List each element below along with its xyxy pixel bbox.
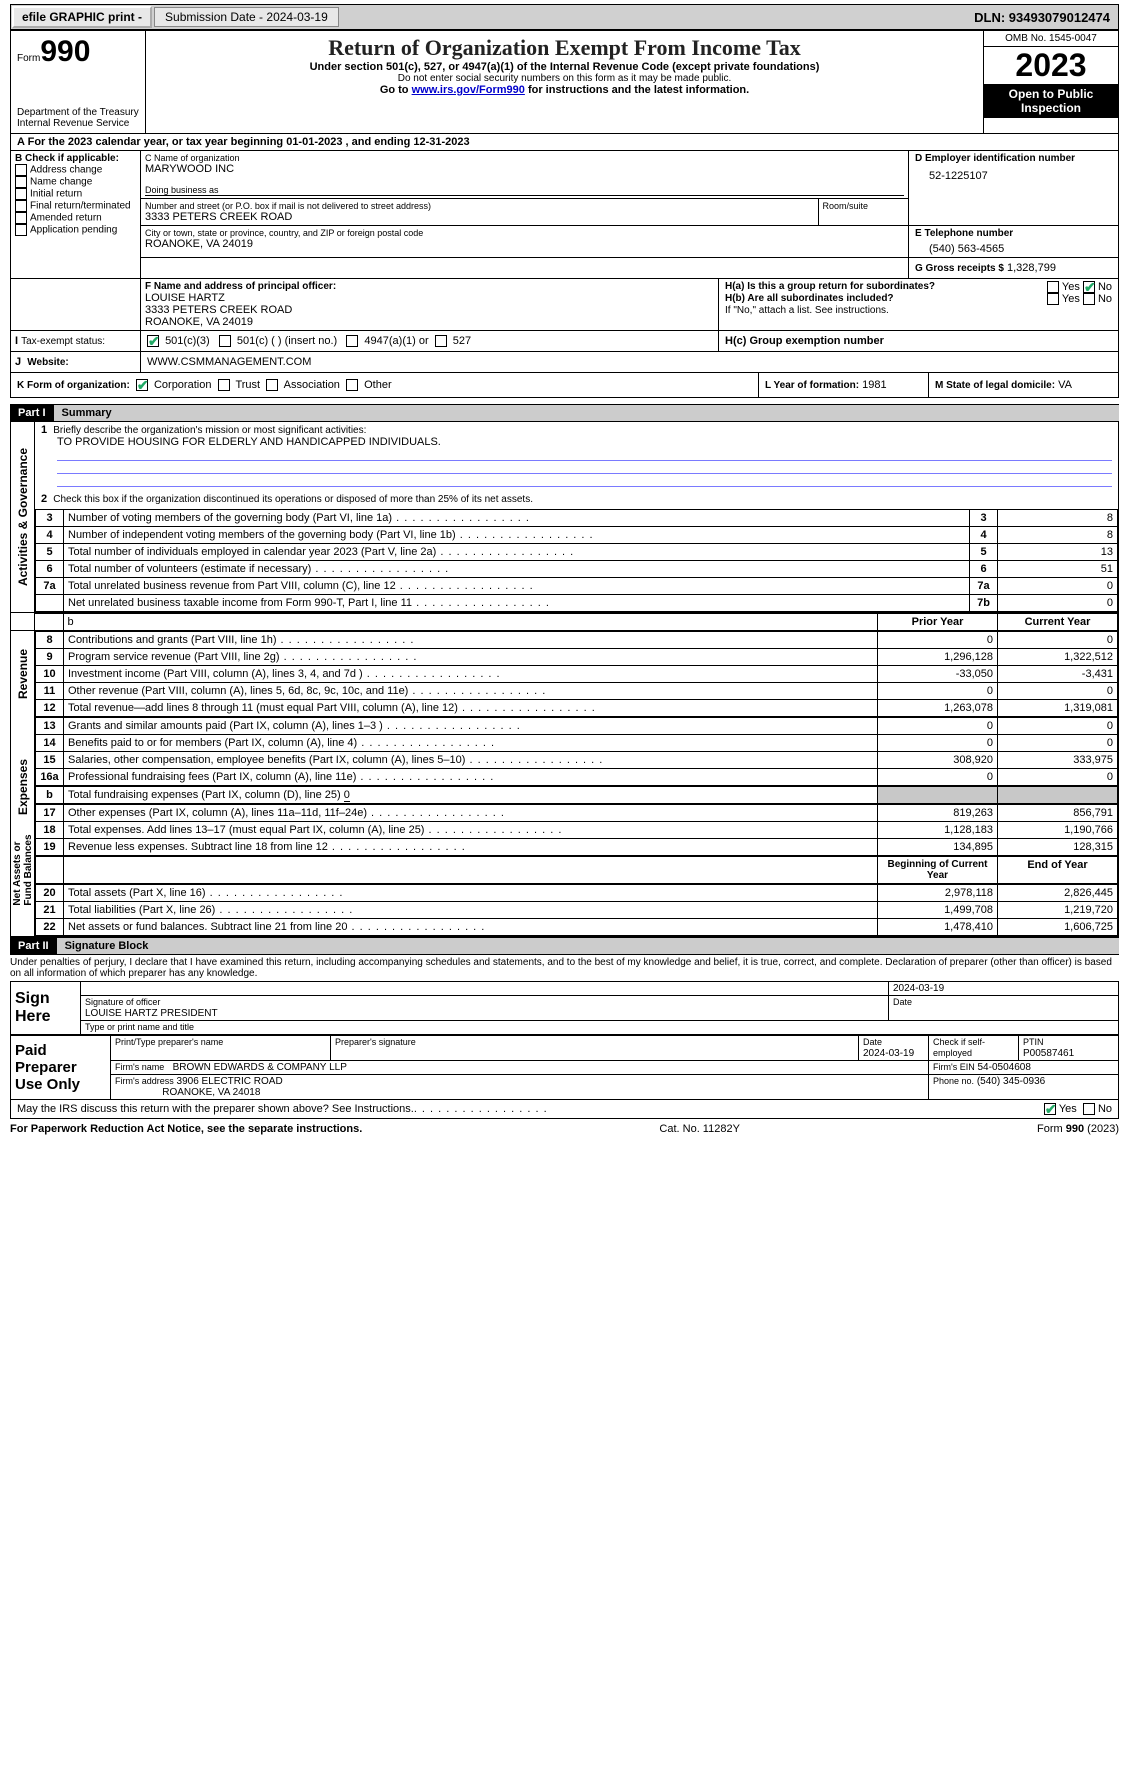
ck-other[interactable]	[346, 379, 358, 391]
ein-label: D Employer identification number	[915, 153, 1112, 164]
ssn-note: Do not enter social security numbers on …	[152, 73, 977, 84]
room-label: Room/suite	[823, 201, 905, 211]
ck-assoc[interactable]	[266, 379, 278, 391]
ck-501c[interactable]	[219, 335, 231, 347]
ein: 52-1225107	[915, 164, 1112, 182]
hc-label: H(c) Group exemption number	[725, 335, 884, 347]
ck-hb-no[interactable]	[1083, 293, 1095, 305]
sign-here: Sign Here	[11, 982, 81, 1035]
efile-print-button[interactable]: efile GRAPHIC print -	[12, 6, 152, 28]
ck-hb-yes[interactable]	[1047, 293, 1059, 305]
irs-link[interactable]: www.irs.gov/Form990	[412, 84, 525, 96]
org-name: MARYWOOD INC	[145, 163, 904, 175]
city-label: City or town, state or province, country…	[145, 228, 904, 238]
top-toolbar: efile GRAPHIC print - Submission Date - …	[10, 4, 1119, 30]
dept-treasury: Department of the Treasury Internal Reve…	[17, 107, 139, 129]
ck-ha-yes[interactable]	[1047, 281, 1059, 293]
firm-phone: (540) 345-0936	[977, 1076, 1045, 1087]
city-state-zip: ROANOKE, VA 24019	[145, 238, 904, 250]
part1-header: Part I Summary	[10, 404, 1119, 422]
form-number: 990	[40, 35, 90, 68]
gross-label: G Gross receipts $	[915, 263, 1004, 274]
form-title: Return of Organization Exempt From Incom…	[152, 35, 977, 61]
open-inspection: Open to Public Inspection	[984, 84, 1118, 118]
tax-year: 2023	[984, 47, 1118, 84]
ck-discuss-yes[interactable]	[1044, 1103, 1056, 1115]
mission-label: Briefly describe the organization's miss…	[53, 425, 366, 436]
dba-label: Doing business as	[145, 185, 904, 196]
submission-date: Submission Date - 2024-03-19	[154, 7, 339, 27]
goto-note: Go to www.irs.gov/Form990 for instructio…	[152, 84, 977, 96]
ck-initial[interactable]	[15, 188, 27, 200]
officer-group-info: F Name and address of principal officer:…	[10, 279, 1119, 331]
part2-header: Part II Signature Block	[10, 937, 1119, 955]
street-address: 3333 PETERS CREEK ROAD	[145, 211, 814, 223]
sign-block: Sign Here 2024-03-19 Signature of office…	[10, 981, 1119, 1035]
k-label: K Form of organization:	[17, 380, 130, 391]
ck-501c3[interactable]	[147, 335, 159, 347]
firm-name: BROWN EDWARDS & COMPANY LLP	[173, 1062, 347, 1073]
begin-year-hdr: Beginning of Current Year	[878, 857, 998, 884]
mission-text: TO PROVIDE HOUSING FOR ELDERLY AND HANDI…	[41, 436, 441, 448]
paid-here: Paid Preparer Use Only	[11, 1036, 111, 1100]
footer: For Paperwork Reduction Act Notice, see …	[10, 1119, 1119, 1135]
ptin: P00587461	[1023, 1048, 1074, 1059]
ck-527[interactable]	[435, 335, 447, 347]
discuss-label: May the IRS discuss this return with the…	[17, 1103, 414, 1115]
ck-amended[interactable]	[15, 212, 27, 224]
line2: Check this box if the organization disco…	[53, 494, 533, 505]
addr-label: Number and street (or P.O. box if mail i…	[145, 201, 814, 211]
sign-date: 2024-03-19	[889, 982, 1119, 996]
phone: (540) 563-4565	[915, 239, 1112, 255]
side-revenue: Revenue	[11, 631, 35, 717]
officer-addr1: 3333 PETERS CREEK ROAD	[145, 304, 714, 316]
gross-receipts: 1,328,799	[1007, 262, 1056, 274]
tax-year-line: A For the 2023 calendar year, or tax yea…	[10, 134, 1119, 151]
officer-sig-name: LOUISE HARTZ PRESIDENT	[85, 1008, 218, 1019]
omb: OMB No. 1545-0047	[984, 31, 1118, 47]
end-year-hdr: End of Year	[998, 857, 1118, 884]
form-label: Form	[17, 53, 40, 64]
ck-pending[interactable]	[15, 224, 27, 236]
side-net: Net Assets or Fund Balances	[11, 856, 35, 884]
hb-note: If "No," attach a list. See instructions…	[725, 305, 1112, 316]
c-name-label: C Name of organization	[145, 153, 904, 163]
phone-label: E Telephone number	[915, 228, 1112, 239]
f-label: F Name and address of principal officer:	[145, 281, 714, 292]
paid-preparer: Paid Preparer Use Only Print/Type prepar…	[10, 1035, 1119, 1100]
ck-name[interactable]	[15, 176, 27, 188]
box-b-label: B Check if applicable:	[15, 153, 136, 164]
hb-label: H(b) Are all subordinates included?	[725, 293, 894, 304]
l-label: L Year of formation:	[765, 380, 859, 391]
ck-address[interactable]	[15, 164, 27, 176]
form-subtitle: Under section 501(c), 527, or 4947(a)(1)…	[152, 61, 977, 73]
website-label: Website:	[27, 357, 69, 368]
firm-ein: 54-0504608	[978, 1062, 1031, 1073]
state-domicile: VA	[1058, 379, 1072, 391]
ck-corp[interactable]	[136, 379, 148, 391]
officer-name: LOUISE HARTZ	[145, 292, 714, 304]
dln: DLN: 93493079012474	[974, 10, 1118, 25]
ck-trust[interactable]	[218, 379, 230, 391]
form-header: Form990 Department of the Treasury Inter…	[10, 30, 1119, 134]
ha-label: H(a) Is this a group return for subordin…	[725, 281, 935, 292]
year-formation: 1981	[862, 379, 886, 391]
current-year-hdr: Current Year	[998, 614, 1118, 631]
ck-ha-no[interactable]	[1083, 281, 1095, 293]
perjury: Under penalties of perjury, I declare th…	[10, 955, 1119, 981]
ck-4947[interactable]	[346, 335, 358, 347]
entity-info: B Check if applicable: Address change Na…	[10, 151, 1119, 279]
side-governance: Activities & Governance	[11, 422, 35, 612]
officer-addr2: ROANOKE, VA 24019	[145, 316, 714, 328]
m-label: M State of legal domicile:	[935, 380, 1055, 391]
taxexempt-label: Tax-exempt status:	[21, 336, 105, 347]
ck-final[interactable]	[15, 200, 27, 212]
firm-addr1: 3906 ELECTRIC ROAD	[177, 1076, 283, 1087]
box-j: J	[15, 356, 21, 368]
website: WWW.CSMMANAGEMENT.COM	[141, 352, 1119, 373]
firm-addr2: ROANOKE, VA 24018	[162, 1087, 260, 1098]
ck-discuss-no[interactable]	[1083, 1103, 1095, 1115]
prior-year-hdr: Prior Year	[878, 614, 998, 631]
